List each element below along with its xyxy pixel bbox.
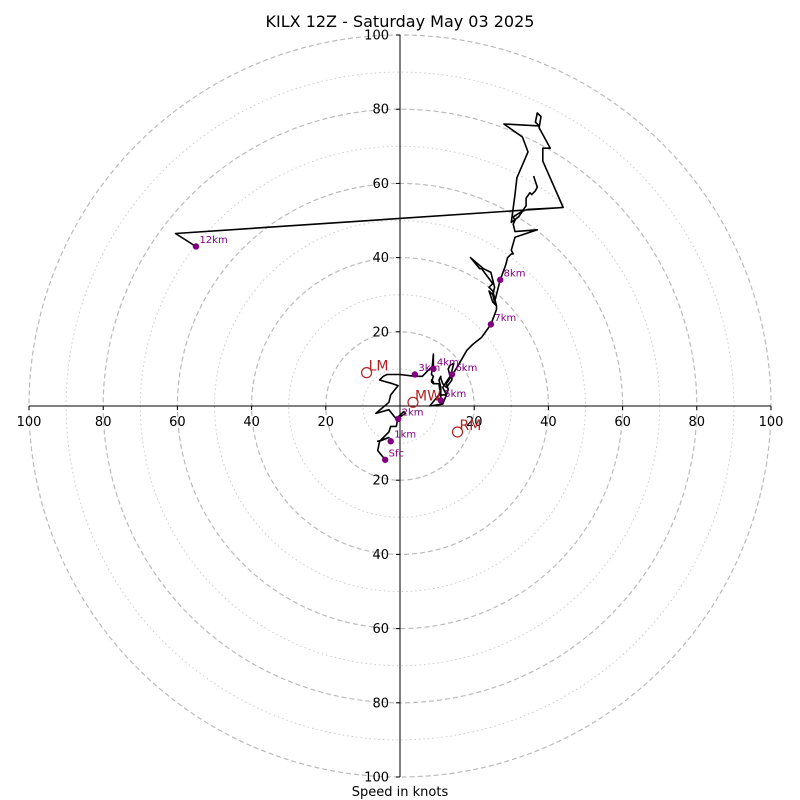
x-tick-label: 80 bbox=[95, 415, 112, 430]
wind-trace bbox=[174, 112, 565, 461]
height-marker-label: Sfc bbox=[389, 448, 404, 459]
chart-title: KILX 12Z - Saturday May 03 2025 bbox=[266, 12, 535, 31]
x-tick-label: 40 bbox=[540, 415, 557, 430]
y-tick-label: 80 bbox=[372, 696, 389, 711]
motion-marker-circle bbox=[407, 396, 419, 408]
height-marker-label: 2km bbox=[402, 407, 424, 418]
motion-marker: LM bbox=[361, 359, 389, 379]
tick-labels: 100 80 60 40 20 20 40 60 80 100 100 80 60 40 20 20 40 60 8… bbox=[17, 29, 784, 786]
y-tick-label: 60 bbox=[372, 622, 389, 637]
wind-trace-segment-2 bbox=[503, 112, 564, 224]
height-marker-dot bbox=[448, 371, 456, 378]
x-tick-label: 100 bbox=[17, 415, 42, 430]
y-tick-label: 40 bbox=[372, 251, 389, 266]
y-tick-label: 100 bbox=[364, 771, 389, 786]
x-tick-label: 40 bbox=[243, 415, 260, 430]
y-tick-label: 40 bbox=[372, 548, 389, 563]
y-tick-label: 20 bbox=[372, 474, 389, 489]
motion-marker: RM bbox=[451, 418, 482, 438]
x-tick-label: 60 bbox=[169, 415, 186, 430]
height-marker-dot bbox=[192, 243, 200, 250]
motion-marker-label: RM bbox=[460, 418, 482, 434]
height-marker-dot bbox=[487, 321, 495, 328]
height-marker: 8km bbox=[496, 268, 526, 284]
x-tick-label: 80 bbox=[689, 415, 706, 430]
x-axis-label: Speed in knots bbox=[352, 785, 449, 800]
motion-marker-label: LM bbox=[369, 359, 389, 375]
height-marker-label: 4km bbox=[437, 357, 459, 368]
height-marker-label: 7km bbox=[494, 313, 516, 324]
axes bbox=[29, 35, 771, 777]
height-marker: 6km bbox=[448, 363, 477, 378]
x-tick-label: 100 bbox=[759, 415, 784, 430]
motion-marker-circle bbox=[451, 426, 464, 438]
height-marker-label: 3km bbox=[418, 363, 440, 374]
height-marker: 7km bbox=[487, 313, 516, 328]
height-marker-label: 1km bbox=[394, 430, 416, 441]
height-marker-dot bbox=[437, 397, 445, 404]
height-marker-label: 8km bbox=[504, 268, 526, 279]
x-tick-label: 20 bbox=[318, 415, 335, 430]
motion-marker-label: MW bbox=[415, 388, 441, 404]
height-marker: 2km bbox=[394, 407, 424, 423]
height-marker-label: 6km bbox=[455, 363, 477, 374]
y-tick-label: 60 bbox=[372, 177, 389, 192]
height-marker-dot bbox=[411, 371, 419, 378]
height-marker-dot bbox=[387, 438, 394, 445]
height-marker-dot bbox=[430, 365, 437, 373]
height-marker-label: 12km bbox=[199, 235, 227, 246]
height-marker: 5km bbox=[437, 389, 466, 404]
motion-marker-circle bbox=[361, 367, 373, 379]
motion-marker: MW bbox=[407, 388, 441, 408]
storm-motion-markers: LM RM MW bbox=[361, 359, 482, 438]
y-tick-label: 20 bbox=[372, 325, 389, 340]
height-marker: Sfc bbox=[381, 448, 404, 463]
height-marker: 3km bbox=[411, 363, 440, 378]
y-tick-label: 80 bbox=[372, 103, 389, 118]
wind-trace-segment-1 bbox=[174, 206, 565, 461]
height-marker: 4km bbox=[430, 357, 459, 373]
y-tick-label: 100 bbox=[364, 29, 389, 44]
height-marker-dot bbox=[394, 415, 402, 423]
height-marker-dot bbox=[381, 456, 389, 463]
height-marker: 12km bbox=[192, 235, 228, 250]
x-tick-label: 60 bbox=[614, 415, 631, 430]
x-tick-label: 20 bbox=[466, 415, 483, 430]
height-marker-label: 5km bbox=[444, 389, 466, 400]
height-marker: 1km bbox=[387, 430, 416, 445]
height-marker-dot bbox=[496, 276, 504, 284]
